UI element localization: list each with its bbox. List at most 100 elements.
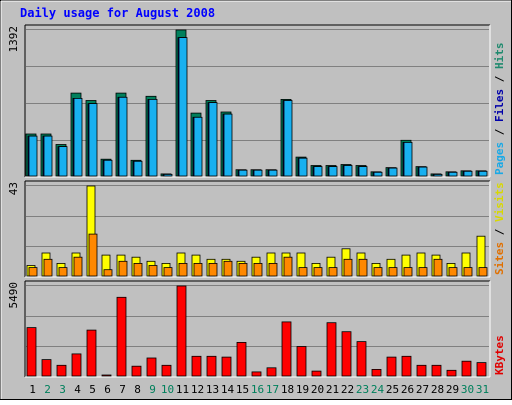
x-tick-label-day-20: 20 (311, 383, 324, 396)
x-tick-label-day-4: 4 (74, 383, 81, 396)
bar-sites-day-20 (313, 267, 323, 277)
legend-separator: / (493, 222, 506, 242)
bar-pages-day-19 (298, 157, 308, 177)
bar-kbytes-day-12 (191, 355, 202, 377)
bar-pages-day-20 (313, 166, 323, 177)
bar-pages-day-18 (283, 100, 293, 177)
bar-sites-day-3 (58, 267, 68, 277)
legend-separator: / (493, 122, 506, 142)
bar-pages-day-25 (388, 167, 398, 177)
bar-kbytes-day-15 (236, 341, 247, 377)
legend-entry-pages: Pages (493, 142, 506, 175)
bar-pages-day-6 (103, 159, 113, 177)
x-tick-label-day-23: 23 (356, 383, 369, 396)
bar-kbytes-day-1 (26, 327, 37, 377)
x-tick-label-day-31: 31 (476, 383, 489, 396)
bar-sites-day-28 (433, 258, 443, 277)
bar-kbytes-day-9 (146, 357, 157, 377)
x-tick-label-day-17: 17 (266, 383, 279, 396)
x-tick-label-day-13: 13 (206, 383, 219, 396)
bar-kbytes-day-26 (401, 355, 412, 377)
x-tick-label-day-26: 26 (401, 383, 414, 396)
bar-pages-day-17 (268, 169, 278, 177)
x-tick-label-day-12: 12 (191, 383, 204, 396)
bar-pages-day-1 (28, 135, 38, 177)
x-tick-label-day-29: 29 (446, 383, 459, 396)
bar-pages-day-9 (148, 99, 158, 177)
legend-entry-sites: Sites (493, 242, 506, 275)
bar-sites-day-22 (343, 258, 353, 277)
bar-kbytes-day-3 (56, 364, 67, 377)
bar-pages-day-22 (343, 165, 353, 177)
bar-sites-day-2 (43, 258, 53, 277)
bar-kbytes-day-21 (326, 322, 337, 377)
bar-sites-day-11 (178, 262, 188, 277)
bar-pages-day-27 (418, 166, 428, 177)
legend-entry-files: Files (493, 89, 506, 122)
bar-sites-day-9 (148, 265, 158, 277)
bar-kbytes-day-27 (416, 364, 427, 377)
x-tick-label-day-19: 19 (296, 383, 309, 396)
x-tick-label-day-25: 25 (386, 383, 399, 396)
bar-pages-day-4 (73, 98, 83, 177)
x-tick-label-day-24: 24 (371, 383, 385, 396)
x-tick-label-day-15: 15 (236, 383, 249, 396)
x-tick-label-day-27: 27 (416, 383, 429, 396)
bar-kbytes-day-30 (461, 360, 472, 377)
x-tick-label-day-7: 7 (119, 383, 126, 396)
bar-kbytes-day-4 (71, 353, 82, 377)
bar-pages-day-14 (223, 113, 233, 177)
bar-sites-day-17 (268, 262, 278, 277)
bar-pages-day-16 (253, 169, 263, 177)
bar-kbytes-day-6 (101, 374, 112, 377)
x-tick-label-day-8: 8 (134, 383, 141, 396)
y-max-label: 43 (7, 182, 20, 195)
x-tick-label-day-28: 28 (431, 383, 444, 396)
bar-sites-day-5 (88, 233, 98, 277)
bar-kbytes-day-28 (431, 364, 442, 377)
x-tick-label-day-21: 21 (326, 383, 339, 396)
bar-kbytes-day-20 (311, 370, 322, 377)
y-max-label: 5490 (7, 282, 20, 309)
bar-kbytes-day-14 (221, 356, 232, 377)
bar-sites-day-6 (103, 269, 113, 277)
x-tick-label-day-6: 6 (104, 383, 111, 396)
kbytes-panel: 5490 KBytes (7, 280, 506, 378)
bar-pages-day-11 (178, 37, 188, 177)
x-tick-label-day-16: 16 (251, 383, 264, 396)
bar-kbytes-day-18 (281, 321, 292, 377)
bar-kbytes-day-31 (476, 362, 487, 377)
y-max-label: 1392 (7, 26, 20, 53)
bar-pages-day-10 (163, 173, 173, 177)
bar-sites-day-27 (418, 267, 428, 277)
legend-entry-kbytes: KBytes (493, 335, 506, 375)
bar-pages-day-7 (118, 96, 128, 177)
x-tick-label-day-14: 14 (221, 383, 235, 396)
bar-kbytes-day-16 (251, 371, 262, 377)
legend: Pages / Files / Hits (493, 43, 506, 176)
bar-pages-day-21 (328, 166, 338, 177)
bar-sites-day-21 (328, 267, 338, 277)
bar-sites-day-29 (448, 267, 458, 277)
bar-pages-day-3 (58, 146, 68, 177)
x-tick-label-day-5: 5 (89, 383, 96, 396)
bar-kbytes-day-17 (266, 367, 277, 377)
bar-sites-day-8 (133, 262, 143, 277)
bar-sites-day-12 (193, 262, 203, 277)
bar-sites-day-10 (163, 267, 173, 277)
x-tick-label-day-22: 22 (341, 383, 354, 396)
bar-sites-day-1 (28, 267, 38, 277)
bar-pages-day-28 (433, 173, 443, 177)
bar-kbytes-day-8 (131, 365, 142, 377)
x-tick-label-day-3: 3 (59, 383, 66, 396)
bar-sites-day-16 (253, 262, 263, 277)
bar-pages-day-24 (373, 171, 383, 177)
bar-kbytes-day-22 (341, 331, 352, 377)
x-tick-label-day-1: 1 (29, 383, 36, 396)
chart-title: Daily usage for August 2008 (20, 6, 215, 20)
bar-sites-day-30 (463, 267, 473, 277)
bar-pages-day-5 (88, 103, 98, 177)
bar-sites-day-13 (208, 262, 218, 277)
